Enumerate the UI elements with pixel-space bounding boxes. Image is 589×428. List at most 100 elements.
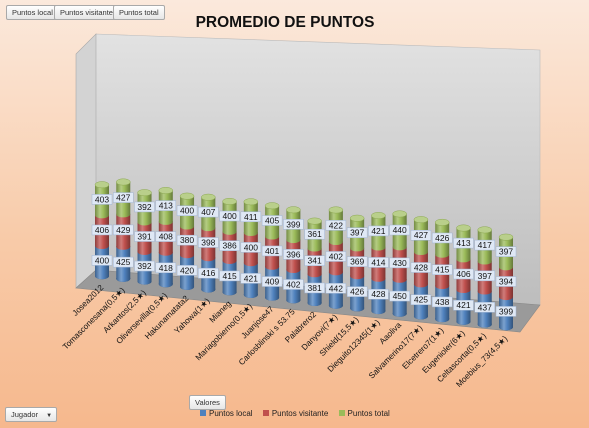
data-label-text: 392 <box>137 261 151 271</box>
data-label-text: 396 <box>286 249 300 259</box>
data-label: 438 <box>431 296 453 308</box>
data-label-text: 421 <box>456 300 470 310</box>
data-label: 425 <box>410 294 432 305</box>
data-label: 429 <box>113 224 134 236</box>
data-label-box <box>453 268 474 280</box>
category-field-dropdown[interactable]: Jugador ▼ <box>5 407 58 422</box>
data-label: 440 <box>389 224 410 236</box>
segment-bottom-cap <box>137 219 152 226</box>
segment-bottom-cap <box>286 296 301 304</box>
data-label-box <box>134 260 155 272</box>
segment-bottom-cap <box>413 313 428 320</box>
data-label: 421 <box>453 299 474 311</box>
data-label-box <box>325 220 347 231</box>
data-label: 381 <box>304 282 325 294</box>
data-label: 427 <box>410 229 432 241</box>
data-label-text: 418 <box>159 263 173 273</box>
cylinder-top-cap <box>371 212 386 219</box>
data-label-box <box>346 286 368 297</box>
segment-bottom-cap <box>456 255 471 263</box>
data-label-text: 411 <box>244 212 258 222</box>
data-label-box <box>304 228 325 240</box>
segment-bottom-cap <box>180 283 195 290</box>
data-label: 392 <box>134 201 155 213</box>
segment-bottom-cap <box>413 280 428 288</box>
data-label-text: 425 <box>414 295 428 305</box>
segment-bottom-cap <box>499 293 513 301</box>
segment-bottom-cap <box>371 244 386 251</box>
data-label-text: 400 <box>95 255 109 265</box>
data-label-text: 392 <box>137 202 151 212</box>
values-field-button[interactable]: Valores <box>189 395 226 410</box>
data-label: 394 <box>495 276 517 287</box>
legend-swatch-visitor <box>262 410 269 416</box>
data-label-text: 437 <box>478 302 492 312</box>
filter-button-total[interactable]: Puntos total <box>113 5 165 20</box>
data-label-box <box>91 194 113 205</box>
data-label-box <box>240 273 262 284</box>
data-label-box <box>219 240 240 251</box>
data-label-box <box>176 205 198 216</box>
data-label-text: 406 <box>456 269 470 279</box>
data-label-box <box>261 245 283 257</box>
data-label: 400 <box>176 205 198 216</box>
segment-bottom-cap <box>222 257 237 264</box>
legend-swatch-local <box>200 410 206 416</box>
data-label: 421 <box>240 273 262 284</box>
data-label-box <box>346 227 368 238</box>
data-label-text: 426 <box>350 287 364 297</box>
data-label: 421 <box>368 225 389 237</box>
data-label: 406 <box>453 268 474 280</box>
data-label-text: 426 <box>435 233 449 243</box>
data-label-text: 421 <box>244 273 258 283</box>
data-label-text: 450 <box>393 291 407 301</box>
data-label-box <box>431 232 453 244</box>
data-label-text: 405 <box>265 216 279 226</box>
data-label-text: 398 <box>201 237 215 247</box>
chart-legend: Puntos local Puntos visitante Puntos tot… <box>200 408 398 420</box>
data-label-box <box>113 224 134 236</box>
data-label-box <box>410 229 432 241</box>
cylinder-stack <box>307 217 322 307</box>
segment-bottom-cap <box>158 280 173 288</box>
data-label-text: 401 <box>265 246 279 256</box>
cylinder-top-cap <box>392 210 407 218</box>
data-label: 401 <box>261 245 283 257</box>
segment-bottom-cap <box>328 238 343 246</box>
data-label-box <box>453 237 474 249</box>
segment-bottom-cap <box>392 276 407 283</box>
data-label: 428 <box>410 262 432 273</box>
data-label-text: 341 <box>308 256 322 266</box>
data-label-box <box>134 201 155 213</box>
data-label-text: 427 <box>414 230 428 240</box>
data-label: 426 <box>346 286 368 297</box>
data-label-text: 403 <box>95 194 109 204</box>
data-label: 411 <box>240 211 262 223</box>
data-label-box <box>283 219 304 230</box>
data-label: 397 <box>495 246 517 257</box>
data-label-box <box>283 249 304 260</box>
cylinder-stack <box>328 206 344 309</box>
data-label-text: 425 <box>116 257 130 267</box>
data-label-box <box>325 251 347 262</box>
data-label-box <box>410 262 432 273</box>
data-label-box <box>91 255 113 266</box>
data-label-text: 391 <box>137 232 151 242</box>
data-label-text: 421 <box>371 226 385 236</box>
data-label-text: 428 <box>371 289 385 299</box>
segment-bottom-cap <box>201 254 216 262</box>
data-label-box <box>198 267 219 279</box>
category-field-label: Jugador <box>11 410 39 419</box>
data-label-text: 369 <box>350 257 364 267</box>
data-label: 399 <box>283 219 304 230</box>
data-label-box <box>453 299 474 311</box>
segment-bottom-cap <box>137 248 152 255</box>
data-label-box <box>261 215 283 226</box>
data-label-text: 408 <box>159 232 173 242</box>
data-label: 413 <box>453 237 474 249</box>
legend-label-local: Puntos local <box>209 409 253 418</box>
data-label-box <box>389 257 410 269</box>
data-label-box <box>495 306 517 317</box>
segment-bottom-cap <box>201 224 216 232</box>
data-label: 437 <box>474 302 495 313</box>
